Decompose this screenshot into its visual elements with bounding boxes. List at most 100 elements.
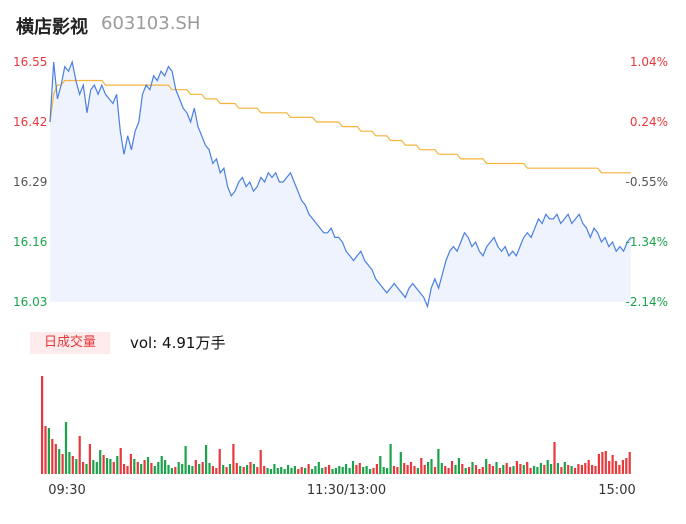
volume-bar bbox=[406, 465, 409, 474]
volume-bar bbox=[133, 459, 136, 474]
volume-bar bbox=[123, 464, 126, 474]
volume-bar bbox=[167, 465, 170, 474]
volume-bar bbox=[143, 460, 146, 474]
volume-bar bbox=[409, 462, 413, 474]
volume-bar bbox=[461, 464, 464, 474]
volume-bar bbox=[529, 468, 532, 474]
volume-bar bbox=[304, 468, 307, 474]
volume-bar bbox=[628, 452, 631, 474]
volume-bar bbox=[41, 376, 44, 474]
volume-bar bbox=[351, 461, 355, 474]
volume-bar bbox=[92, 460, 95, 474]
volume-readout: vol: 4.91万手 bbox=[130, 334, 226, 352]
time-tick-label: 11:30/13:00 bbox=[307, 483, 386, 498]
volume-bar bbox=[310, 469, 314, 474]
volume-bar bbox=[102, 455, 105, 474]
volume-bar bbox=[365, 466, 368, 474]
volume-bar bbox=[78, 436, 81, 474]
price-tick-label: 16.42 bbox=[13, 115, 47, 129]
volume-bar bbox=[563, 462, 566, 474]
volume-bar bbox=[119, 448, 122, 474]
volume-bar bbox=[136, 462, 139, 474]
volume-bar bbox=[317, 462, 320, 474]
volume-bar bbox=[334, 468, 337, 474]
volume-bar bbox=[280, 467, 283, 474]
volume-bar bbox=[450, 461, 454, 474]
volume-bar bbox=[403, 463, 406, 474]
volume-bar bbox=[495, 462, 498, 474]
volume-bar bbox=[187, 465, 191, 474]
volume-bar bbox=[573, 468, 577, 474]
volume-bar bbox=[491, 466, 495, 474]
volume-bar bbox=[338, 466, 341, 474]
volume-bar bbox=[328, 465, 331, 474]
volume-bar bbox=[153, 466, 156, 474]
volume-bar bbox=[64, 422, 68, 474]
volume-bar bbox=[601, 452, 604, 474]
volume-bar bbox=[85, 464, 88, 474]
time-tick-label: 09:30 bbox=[48, 483, 85, 498]
volume-bar bbox=[232, 444, 235, 474]
volume-bar bbox=[191, 466, 194, 474]
volume-bar bbox=[416, 468, 419, 474]
volume-bar bbox=[556, 463, 559, 474]
volume-bar bbox=[208, 463, 211, 474]
volume-bar bbox=[389, 444, 392, 474]
price-line bbox=[49, 59, 632, 309]
volume-bar bbox=[386, 468, 389, 474]
volume-bar bbox=[116, 456, 119, 474]
volume-bar bbox=[283, 469, 286, 474]
volume-bar bbox=[249, 462, 252, 474]
volume-bar bbox=[369, 469, 372, 474]
volume-bar bbox=[109, 459, 112, 474]
volume-bar bbox=[348, 468, 351, 474]
volume-bar bbox=[444, 466, 447, 474]
volume-bar bbox=[177, 462, 180, 474]
volume-bar bbox=[474, 465, 478, 474]
volume-bar bbox=[290, 468, 293, 474]
volume-bar bbox=[614, 461, 618, 474]
volume-bar bbox=[345, 464, 348, 474]
volume-bar bbox=[68, 452, 71, 474]
volume-bar bbox=[427, 462, 430, 474]
volume-bar bbox=[498, 468, 501, 474]
volume-bar bbox=[413, 466, 416, 474]
volume-bar bbox=[259, 450, 262, 474]
volume-bar bbox=[396, 467, 399, 474]
volume-bar bbox=[58, 449, 61, 474]
volume-bar bbox=[625, 458, 628, 474]
volume-bar bbox=[372, 468, 375, 474]
volume-bar bbox=[597, 454, 600, 474]
volume-bar bbox=[587, 460, 590, 474]
volume-bar bbox=[225, 467, 228, 474]
volume-bar bbox=[263, 466, 266, 474]
volume-bar bbox=[382, 467, 385, 474]
volume-bar bbox=[341, 467, 344, 474]
volume-bar bbox=[47, 428, 50, 474]
volume-bar bbox=[423, 465, 426, 474]
volume-bar bbox=[512, 466, 515, 474]
volume-bar bbox=[239, 466, 242, 474]
volume-bar bbox=[222, 465, 225, 474]
volume-bar bbox=[399, 452, 402, 474]
volume-bar bbox=[471, 462, 474, 474]
volume-bar bbox=[184, 446, 187, 474]
volume-bar bbox=[375, 464, 378, 474]
volume-bar bbox=[181, 464, 184, 474]
volume-bar bbox=[276, 468, 279, 474]
volume-bar bbox=[478, 469, 481, 474]
volume-bar bbox=[211, 466, 214, 474]
volume-bar bbox=[201, 462, 204, 474]
volume-bar bbox=[519, 464, 522, 474]
price-tick-label: 16.03 bbox=[13, 295, 47, 309]
volume-bar bbox=[591, 465, 594, 474]
volume-bar bbox=[314, 466, 317, 474]
percent-tick-label: -1.34% bbox=[626, 235, 668, 249]
stock-name: 横店影视 bbox=[16, 17, 88, 38]
volume-bar bbox=[164, 460, 167, 474]
volume-bar bbox=[362, 467, 365, 474]
volume-bar bbox=[584, 463, 587, 474]
volume-bar bbox=[433, 467, 437, 474]
volume-bar bbox=[88, 444, 91, 474]
